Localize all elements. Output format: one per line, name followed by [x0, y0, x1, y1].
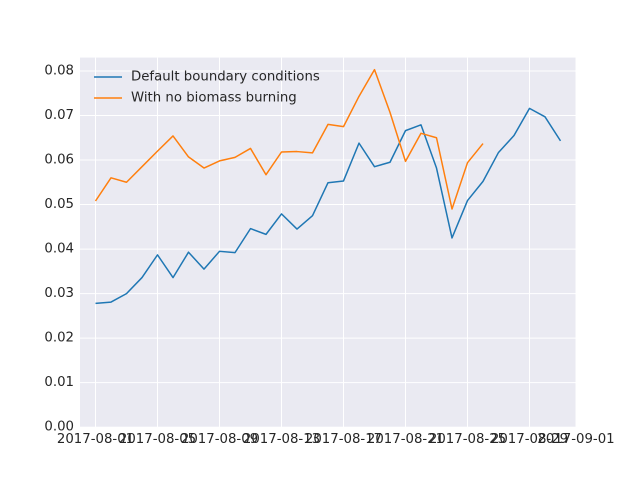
series-line-2 — [94, 68, 484, 210]
x-tick-label: 2017-08-05 — [119, 432, 196, 447]
y-tick-label: 0.02 — [44, 331, 74, 346]
y-tick-label: 0.05 — [44, 197, 74, 212]
y-axis: 0.00 0.01 0.02 0.03 0.04 0.05 0.06 0.07 0.08 — [44, 63, 74, 434]
x-tick-label: 2017-08-09 — [181, 432, 258, 447]
x-tick-label: 2017-08-29 — [491, 432, 568, 447]
plot-area — [80, 57, 576, 428]
y-tick-label: 0.07 — [44, 108, 74, 123]
series-layer — [94, 68, 562, 305]
grid — [80, 57, 577, 428]
legend: Default boundary conditions With no bioma… — [94, 70, 320, 106]
legend-label-2: With no biomass burning — [131, 91, 297, 106]
y-tick-label: 0.08 — [44, 63, 74, 78]
series-line-1 — [95, 107, 562, 305]
x-tick-label: 2017-09-01 — [537, 432, 614, 447]
y-tick-label: 0.06 — [44, 153, 74, 168]
x-tick-label: 2017-08-13 — [243, 432, 320, 447]
y-tick-label: 0.04 — [44, 242, 74, 257]
x-tick-label: 2017-08-01 — [57, 432, 134, 447]
y-tick-label: 0.01 — [44, 375, 74, 390]
x-axis: 2017-08-012017-08-052017-08-092017-08-13… — [57, 432, 615, 447]
y-tick-label: 0.00 — [44, 420, 74, 435]
x-tick-label: 2017-08-17 — [305, 432, 382, 447]
x-tick-label: 2017-08-21 — [367, 432, 444, 447]
x-tick-label: 2017-08-25 — [429, 432, 506, 447]
y-tick-label: 0.03 — [44, 286, 74, 301]
legend-label-1: Default boundary conditions — [131, 70, 320, 85]
